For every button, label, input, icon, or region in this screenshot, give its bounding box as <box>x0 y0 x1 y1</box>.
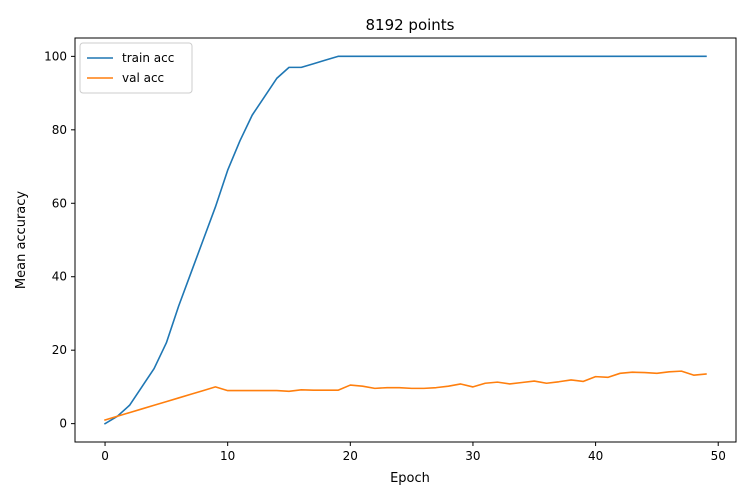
x-tick-label: 10 <box>220 449 235 463</box>
series-line-1 <box>104 370 707 421</box>
y-tick-label: 0 <box>59 417 67 431</box>
x-tick-label: 50 <box>711 449 726 463</box>
plot-frame <box>74 37 737 443</box>
legend-box <box>79 42 193 94</box>
legend: train acc val acc <box>79 42 193 94</box>
y-tick-label: 40 <box>52 270 67 284</box>
y-tick-label: 20 <box>52 343 67 357</box>
legend-label-1: val acc <box>122 71 164 85</box>
x-tick-label: 30 <box>465 449 480 463</box>
plot-area: 0 10 20 30 40 50 0 20 40 60 80 100 train acc val acc <box>44 37 737 463</box>
legend-label-0: train acc <box>122 51 174 65</box>
chart-title: 8192 points <box>365 16 454 34</box>
y-tick-label: 80 <box>52 123 67 137</box>
x-tick-label: 40 <box>588 449 603 463</box>
y-tick-label: 60 <box>52 196 67 210</box>
x-tick-label: 20 <box>343 449 358 463</box>
x-axis-label: Epoch <box>390 471 430 486</box>
series-line-0 <box>103 55 707 425</box>
x-tick-label: 0 <box>101 449 109 463</box>
y-axis-label: Mean accuracy <box>14 191 29 290</box>
y-tick-label: 100 <box>44 49 67 63</box>
